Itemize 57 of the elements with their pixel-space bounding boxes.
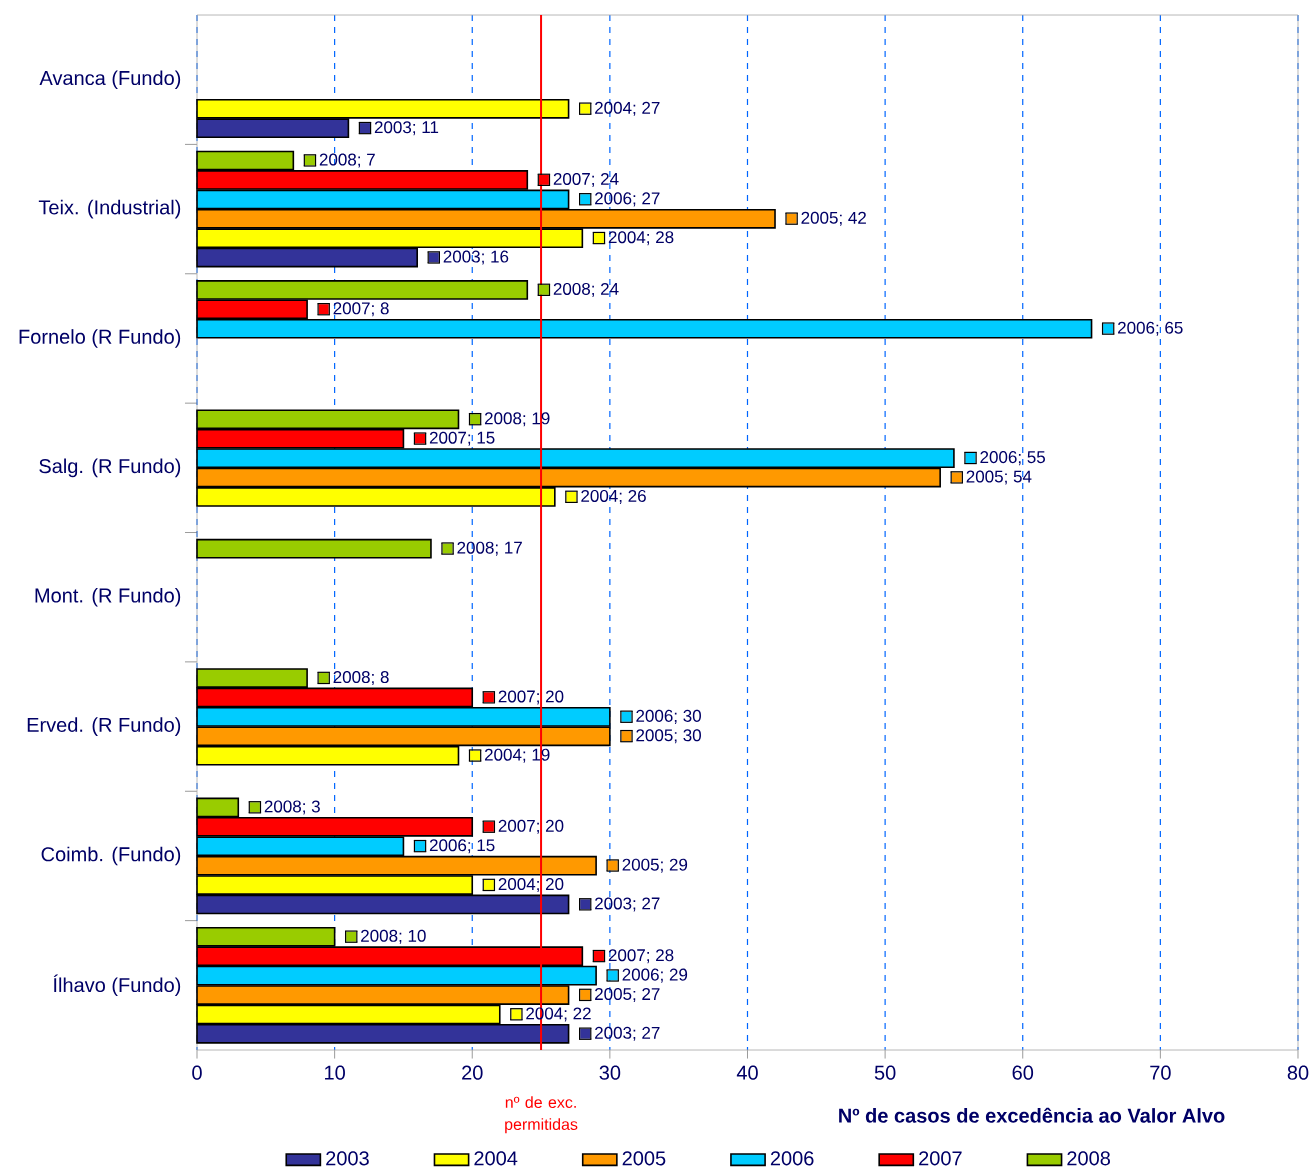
y-tick-label: Erved. (R Fundo) [27,717,181,736]
data-label: 2008; 3 [264,800,320,815]
legend-label: 2007 [919,1151,962,1166]
data-label: 2005; 29 [622,858,688,873]
ref-line-label: nº de exc. permitidas [505,1096,578,1134]
data-label: 2006; 15 [429,839,495,854]
y-tick-label: Coimb. (Fundo) [41,846,181,866]
legend-label: 2004 [474,1151,518,1166]
legend-label: 2008 [1067,1151,1110,1166]
data-label: 2006; 55 [980,451,1046,466]
data-label: 2004; 28 [608,231,674,246]
data-label: 2007; 15 [429,431,495,446]
data-label: 2008; 7 [319,153,375,168]
data-label: 2007; 24 [553,172,619,187]
data-label: 2004; 26 [581,489,646,504]
data-label: 2006; 27 [595,192,660,207]
legend-label: 2006 [770,1151,814,1166]
y-tick-label: Ílhavo (Fundo) [53,974,181,997]
data-label: 2004; 27 [595,101,660,116]
legend-label: 2005 [622,1151,666,1166]
x-tick-label: 10 [325,1065,345,1080]
data-label: 2007; 8 [333,302,389,317]
y-tick-label: Teix. (Industrial) [38,199,181,219]
x-tick-label: 20 [462,1065,483,1080]
x-axis-title: Nº de casos de excedência ao Valor Alvo [839,1107,1225,1123]
y-tick-label: Avanca (Fundo) [39,70,181,90]
data-label: 2008; 24 [553,282,619,297]
data-label: 2005; 27 [595,988,660,1003]
data-label: 2005; 30 [636,729,701,744]
legend-label: 2003 [326,1151,369,1166]
data-label: 2003; 27 [595,897,660,912]
data-label: 2006; 65 [1118,321,1183,336]
data-label: 2008; 17 [457,541,522,556]
data-label: 2003; 11 [374,121,439,136]
data-label: 2007; 20 [498,819,564,834]
x-tick-label: 40 [736,1065,758,1080]
data-label: 2006; 29 [622,968,688,983]
bar [196,538,432,559]
data-label: 2008; 8 [333,671,389,686]
data-label: 2004; 20 [498,878,564,893]
data-label: 2006; 30 [636,709,701,724]
data-label: 2005; 42 [801,211,866,226]
data-label: 2005; 54 [966,470,1032,485]
x-tick-label: 70 [1150,1065,1171,1080]
data-label: 2007; 20 [498,690,564,705]
y-tick-label: Fornelo (R Fundo) [19,329,181,348]
x-tick-label: 60 [1012,1065,1034,1080]
data-label: 2003; 27 [595,1026,660,1041]
x-tick-label: 30 [599,1065,621,1080]
y-tick-label: Mont. (R Fundo) [35,587,181,607]
data-label: 2007; 28 [608,949,674,964]
data-label: 2008; 10 [361,929,426,944]
data-label: 2003; 16 [443,250,509,265]
x-tick-label: 80 [1287,1065,1309,1080]
x-tick-label: 0 [192,1065,202,1080]
y-tick-label: Salg. (R Fundo) [39,458,181,478]
x-tick-label: 50 [874,1065,896,1080]
